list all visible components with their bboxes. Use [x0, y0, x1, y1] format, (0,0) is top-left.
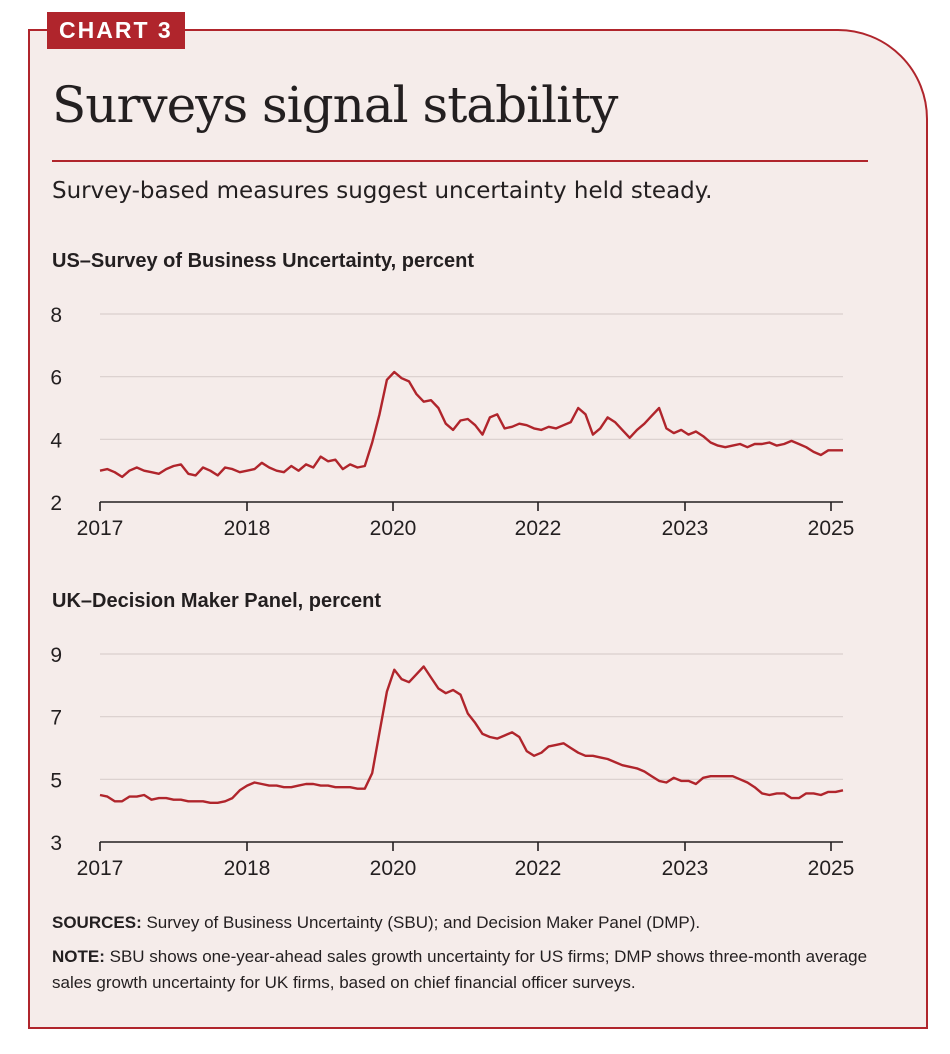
- note-text: SBU shows one-year-ahead sales growth un…: [52, 947, 868, 992]
- us-x-tick-label: 2017: [77, 517, 124, 540]
- uk-x-tick-label: 2018: [224, 857, 271, 880]
- us-series-line: [99, 370, 843, 479]
- uk-x-tick-label: 2017: [77, 857, 124, 880]
- uk-y-tick-label: 5: [50, 769, 62, 792]
- title-divider: [52, 160, 868, 162]
- us-x-tick-label: 2022: [515, 517, 562, 540]
- us-y-tick-label: 6: [50, 367, 62, 390]
- uk-x-tick-label: 2020: [370, 857, 417, 880]
- uk-x-tick-label: 2022: [515, 857, 562, 880]
- us-x-tick-label: 2023: [662, 517, 709, 540]
- us-chart-title: US–Survey of Business Uncertainty, perce…: [52, 250, 474, 272]
- methodology-note: NOTE: SBU shows one-year-ahead sales gro…: [52, 944, 882, 996]
- us-x-tick-label: 2018: [224, 517, 271, 540]
- us-y-tick-label: 4: [50, 429, 62, 452]
- uk-x-tick-label: 2023: [662, 857, 709, 880]
- note-label: NOTE:: [52, 947, 105, 966]
- uk-y-tick-label: 3: [50, 832, 62, 855]
- uk-chart-title: UK–Decision Maker Panel, percent: [52, 590, 382, 612]
- us-sbu-line-chart: 2 4 6 8 2017 2018 2020 2022 2023 2025: [50, 304, 855, 540]
- uk-y-tick-label: 9: [50, 644, 62, 667]
- us-y-tick-label: 2: [50, 492, 62, 515]
- uk-y-tick-label: 7: [50, 707, 62, 730]
- us-y-tick-label: 8: [50, 304, 62, 327]
- chart-card: [28, 29, 928, 1029]
- sources-text: Survey of Business Uncertainty (SBU); an…: [141, 913, 701, 932]
- us-x-tick-label: 2025: [808, 517, 855, 540]
- us-x-tick-label: 2020: [370, 517, 417, 540]
- subtitle: Survey-based measures suggest uncertaint…: [52, 178, 713, 204]
- sources-note: SOURCES: Survey of Business Uncertainty …: [52, 910, 882, 936]
- chart-tag: CHART 3: [47, 12, 185, 49]
- page-title: Surveys signal stability: [52, 76, 618, 134]
- uk-x-tick-label: 2025: [808, 857, 855, 880]
- uk-dmp-line-chart: 3 5 7 9 2017 2018 2020 2022 2023 2025: [50, 644, 855, 880]
- uk-series-line: [99, 665, 844, 805]
- sources-label: SOURCES:: [52, 913, 142, 932]
